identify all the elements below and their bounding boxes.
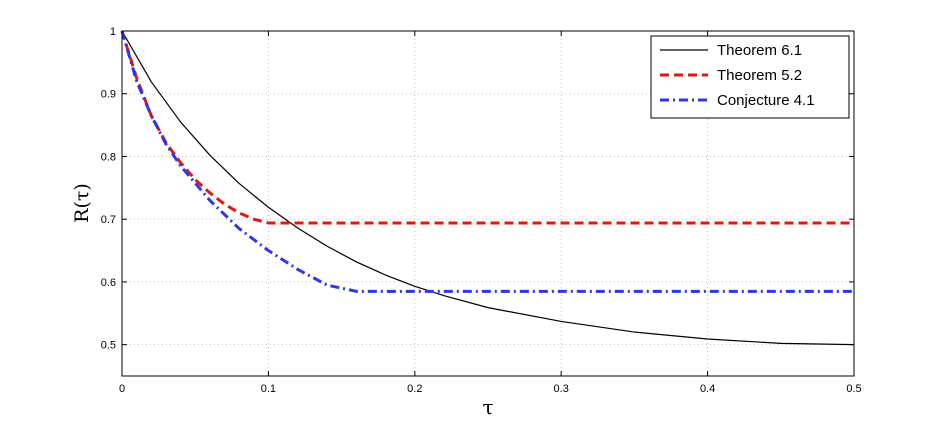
plot-frame xyxy=(121,30,855,377)
grid xyxy=(122,31,854,376)
series-layer xyxy=(120,30,855,346)
series-line-theorem-6-1 xyxy=(121,30,855,346)
y-tick-label: 0.7 xyxy=(101,214,116,226)
legend: Theorem 6.1 Theorem 5.2 Conjecture 4.1 xyxy=(650,35,850,119)
ticks: 0 0.1 0.2 0.3 0.4 0.5 0.5 0.6 0.7 0.8 0.9 1 xyxy=(101,26,862,395)
y-axis-label: R(τ) xyxy=(71,183,93,223)
y-tick-label: 0.8 xyxy=(101,151,116,163)
y-tick-label: 0.6 xyxy=(101,277,116,289)
x-tick-label: 0.4 xyxy=(700,383,715,395)
x-tick-label: 0.1 xyxy=(261,383,276,395)
y-tick-label: 1 xyxy=(110,26,116,38)
legend-label-theorem-5-2: Theorem 5.2 xyxy=(717,67,802,84)
x-tick-label: 0 xyxy=(119,383,125,395)
y-tick-label: 0.9 xyxy=(101,89,116,101)
x-tick-label: 0.2 xyxy=(407,383,422,395)
x-tick-label: 0.5 xyxy=(846,383,861,395)
legend-label-conjecture-4-1: Conjecture 4.1 xyxy=(717,92,815,109)
x-tick-label: 0.3 xyxy=(554,383,569,395)
y-tick-label: 0.5 xyxy=(101,340,116,352)
legend-label-theorem-6-1: Theorem 6.1 xyxy=(717,42,802,59)
series-line-conjecture-4-1 xyxy=(120,30,854,293)
x-axis-label: τ xyxy=(482,395,493,419)
